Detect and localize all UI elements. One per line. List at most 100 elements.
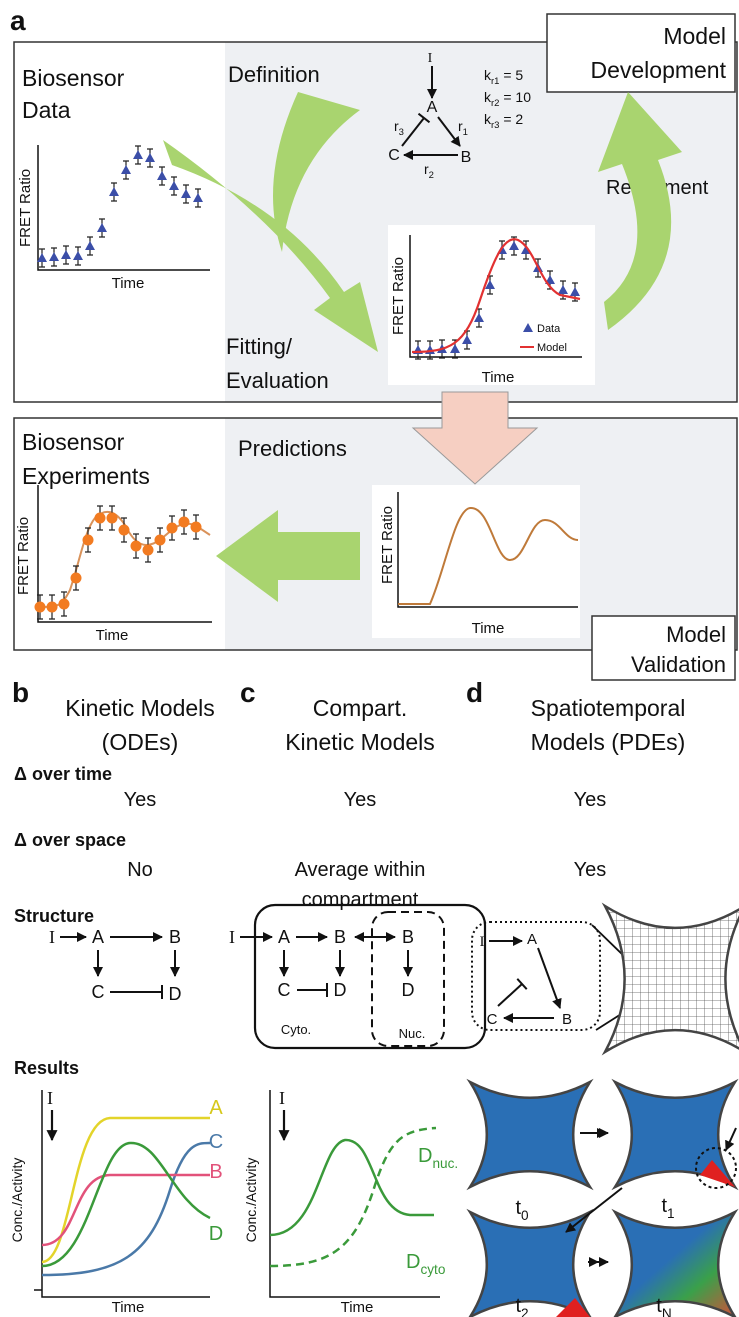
input-label: I <box>47 1088 53 1108</box>
curve-c <box>42 1143 210 1275</box>
node-label: B <box>562 1011 572 1028</box>
data-point <box>145 153 155 162</box>
plot-axes <box>42 1090 210 1297</box>
data-point <box>59 599 70 610</box>
curve-label: Dnuc. <box>418 1145 458 1171</box>
box-title: Model <box>663 23 726 49</box>
column-title: (ODEs) <box>102 729 179 755</box>
y-axis-label: FRET Ratio <box>379 506 396 584</box>
curve-label: Dcyto <box>406 1251 445 1277</box>
curve-label: A <box>209 1097 223 1119</box>
data-point <box>73 251 83 260</box>
data-point <box>35 602 46 613</box>
x-axis-label: Time <box>482 369 515 386</box>
cell-text: Average within <box>295 859 426 881</box>
label-base: D <box>418 1145 432 1167</box>
inhibition <box>498 984 522 1006</box>
label-subscript: r3 <box>491 120 499 131</box>
node-label: I <box>229 927 235 947</box>
label-subscript: 1 <box>667 1206 675 1221</box>
data-point <box>181 189 191 198</box>
arrow <box>538 948 560 1008</box>
label-subscript: 3 <box>399 127 404 138</box>
panel-label: a <box>10 5 26 36</box>
cell-text: No <box>127 859 153 881</box>
y-axis-label: FRET Ratio <box>15 517 32 595</box>
label-subscript: N <box>662 1306 672 1317</box>
node-label: C <box>487 1011 498 1028</box>
label-subscript: nuc. <box>432 1156 458 1171</box>
node-label: B <box>461 149 472 166</box>
label-subscript: cyto <box>420 1262 445 1277</box>
data-point <box>133 150 143 159</box>
node-label: D <box>169 984 182 1004</box>
curve-d-nuc <box>270 1128 436 1266</box>
cell-shape <box>470 1082 590 1187</box>
y-axis-label: Conc./Activity <box>243 1158 259 1243</box>
label-subscript: 2 <box>521 1306 529 1317</box>
data-point <box>179 517 190 528</box>
section-label: Biosensor <box>22 429 125 455</box>
data-point <box>83 535 94 546</box>
time-label: t0 <box>515 1197 529 1223</box>
figure: aModelDevelopmentBiosensorDataDefinition… <box>0 0 739 1317</box>
panel-label: b <box>12 677 29 708</box>
data-point <box>167 523 178 534</box>
row-title: Δ over space <box>14 830 126 850</box>
label-rest: = 10 <box>499 89 531 105</box>
data-point <box>155 535 166 546</box>
data-point <box>107 513 118 524</box>
node-label: D <box>334 980 347 1000</box>
data-point <box>109 187 119 196</box>
node-label: B <box>169 927 181 947</box>
panel-label: c <box>240 677 256 708</box>
label-subscript: r2 <box>491 98 499 109</box>
y-axis-label: FRET Ratio <box>390 257 407 335</box>
column-title: Kinetic Models <box>65 695 215 721</box>
plot-card <box>372 485 580 638</box>
step-label: Evaluation <box>226 368 329 393</box>
data-point <box>157 171 167 180</box>
step-label: Predictions <box>238 436 347 461</box>
box-title: Model <box>666 622 726 647</box>
node-label: A <box>427 99 438 116</box>
panel-label: d <box>466 677 483 708</box>
node-label: C <box>278 980 291 1000</box>
label-rest: = 5 <box>499 67 523 83</box>
node-label: A <box>527 931 537 948</box>
data-point <box>193 193 203 202</box>
data-point <box>49 252 59 261</box>
data-point <box>191 522 202 533</box>
data-point <box>121 165 131 174</box>
data-point <box>97 223 107 232</box>
data-point <box>169 181 179 190</box>
cell-text: Yes <box>344 789 377 811</box>
column-title: Kinetic Models <box>285 729 435 755</box>
column-title: Compart. <box>313 695 408 721</box>
data-point <box>85 241 95 250</box>
box-title: Development <box>590 57 726 83</box>
curve-d-cyto <box>270 1140 434 1235</box>
step-label: Fitting/ <box>226 334 293 359</box>
curve-label: D <box>209 1223 223 1245</box>
arrow <box>726 1128 736 1150</box>
row-title: Δ over time <box>14 764 112 784</box>
curve-a <box>42 1118 210 1262</box>
data-point <box>47 602 58 613</box>
label-subscript: 0 <box>521 1208 529 1223</box>
compartment-label: Nuc. <box>399 1026 426 1041</box>
node-label: A <box>92 927 104 947</box>
label-rest: = 2 <box>499 111 523 127</box>
y-axis-label: FRET Ratio <box>17 169 34 247</box>
row-title: Results <box>14 1058 79 1078</box>
legend-label: Model <box>537 342 567 354</box>
mesh-shape <box>605 906 739 1052</box>
node-label: C <box>388 147 400 164</box>
label-subscript: 1 <box>463 127 468 138</box>
x-axis-label: Time <box>472 620 505 637</box>
cell-text: compartment <box>302 889 419 911</box>
curve-label: B <box>209 1161 222 1183</box>
label-subscript: 2 <box>429 170 434 181</box>
column-title: Spatiotemporal <box>531 695 686 721</box>
node-label: C <box>92 982 105 1002</box>
